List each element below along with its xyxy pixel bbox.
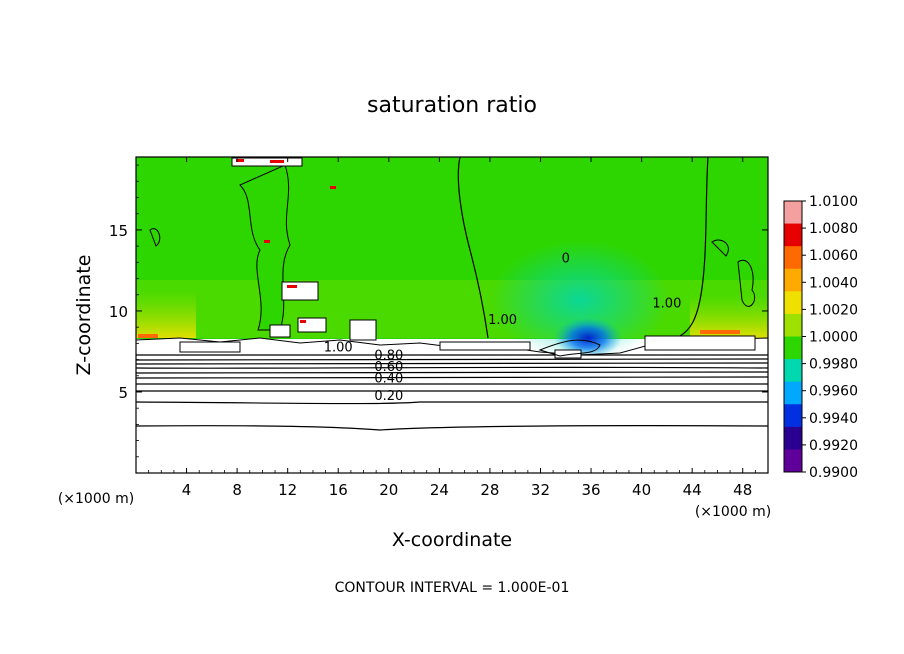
- contour-label: 1.00: [488, 313, 517, 328]
- contour-label: 0.40: [374, 371, 403, 386]
- contour-label: 1.00: [652, 297, 681, 312]
- yellow-edge-left: [136, 290, 196, 338]
- colorbar-label: 0.9920: [809, 438, 858, 454]
- colorbar-label: 1.0100: [809, 194, 858, 210]
- contour-lines: [136, 354, 768, 431]
- contour-label: 0.80: [374, 349, 403, 364]
- colorbar-label: 1.0040: [809, 275, 858, 291]
- contour-label: 0.60: [374, 360, 403, 375]
- x-tick-label: 48: [733, 481, 752, 499]
- supersaturation-flecks: [138, 159, 740, 338]
- y-unit-label: (×1000 m): [58, 491, 134, 507]
- colorbar-swatch: [784, 223, 802, 247]
- colorbar-label: 0.9940: [809, 411, 858, 427]
- contour-labels: 0.20 0.400.600.80 1.00 1.00 1.00 0: [324, 251, 682, 404]
- contour-interval-footer: CONTOUR INTERVAL = 1.000E-01: [335, 580, 570, 596]
- x-tick-label: 40: [632, 481, 651, 499]
- colorbar-label: 0.9980: [809, 357, 858, 373]
- contour-label: 0.20: [374, 389, 403, 404]
- cyan-region: [490, 240, 670, 360]
- cloud-base-boundary: [136, 337, 768, 473]
- contour-right-vertical: [679, 157, 709, 337]
- x-axis-ticks: 4 8 12 16 20 24 28 32 36 40 44 48: [148, 157, 756, 499]
- colorbar-swatch: [784, 268, 802, 292]
- colorbar-swatch: [784, 426, 802, 450]
- x-tick-label: 24: [430, 481, 449, 499]
- colorbar-swatch: [784, 246, 802, 270]
- colorbar-label: 1.0060: [809, 248, 858, 264]
- chart-title: saturation ratio: [367, 93, 537, 118]
- colorbar-swatch: [784, 336, 802, 360]
- colorbar-label: 1.0080: [809, 221, 858, 237]
- x-tick-label: 16: [329, 481, 348, 499]
- contour-1-00-vertical: [457, 157, 489, 339]
- colorbar-swatch: [784, 449, 802, 473]
- colorbar-swatch: [784, 381, 802, 405]
- x-tick-label: 36: [581, 481, 600, 499]
- y-tick-label: 10: [109, 303, 128, 321]
- x-tick-label: 44: [683, 481, 702, 499]
- y-axis-label: Z-coordinate: [73, 255, 95, 376]
- colorbar-swatch: [784, 201, 802, 225]
- x-tick-label: 28: [480, 481, 499, 499]
- cloud-patches: [179, 157, 756, 359]
- blue-minimum-region: [554, 318, 622, 358]
- colorbar-label: 1.0020: [809, 302, 858, 318]
- colorbar-label: 0.9900: [809, 465, 858, 481]
- x-tick-label: 20: [379, 481, 398, 499]
- colorbar-swatch: [784, 291, 802, 315]
- x-tick-label: 8: [232, 481, 242, 499]
- contour-label: 0: [562, 251, 570, 266]
- colorbar-swatch: [784, 313, 802, 337]
- y-axis-ticks: 5 10 15: [109, 164, 768, 458]
- y-tick-label: 5: [118, 384, 128, 402]
- x-tick-label: 12: [278, 481, 297, 499]
- x-unit-label: (×1000 m): [695, 504, 771, 520]
- x-tick-label: 32: [531, 481, 550, 499]
- x-tick-label: 4: [182, 481, 192, 499]
- plot-area: [136, 157, 768, 473]
- colorbar: 1.0100 1.0080 1.0060 1.0040 1.0020 1.0000 0.99…: [783, 194, 858, 481]
- x-axis-label: X-coordinate: [392, 529, 512, 551]
- colorbar-swatch: [784, 359, 802, 383]
- upper-right-contours: [149, 228, 756, 357]
- colorbar-label: 0.9960: [809, 384, 858, 400]
- y-tick-label: 15: [109, 222, 128, 240]
- colorbar-swatch: [784, 404, 802, 428]
- colorbar-label: 1.0000: [809, 330, 858, 346]
- contour-label: 1.00: [324, 340, 353, 355]
